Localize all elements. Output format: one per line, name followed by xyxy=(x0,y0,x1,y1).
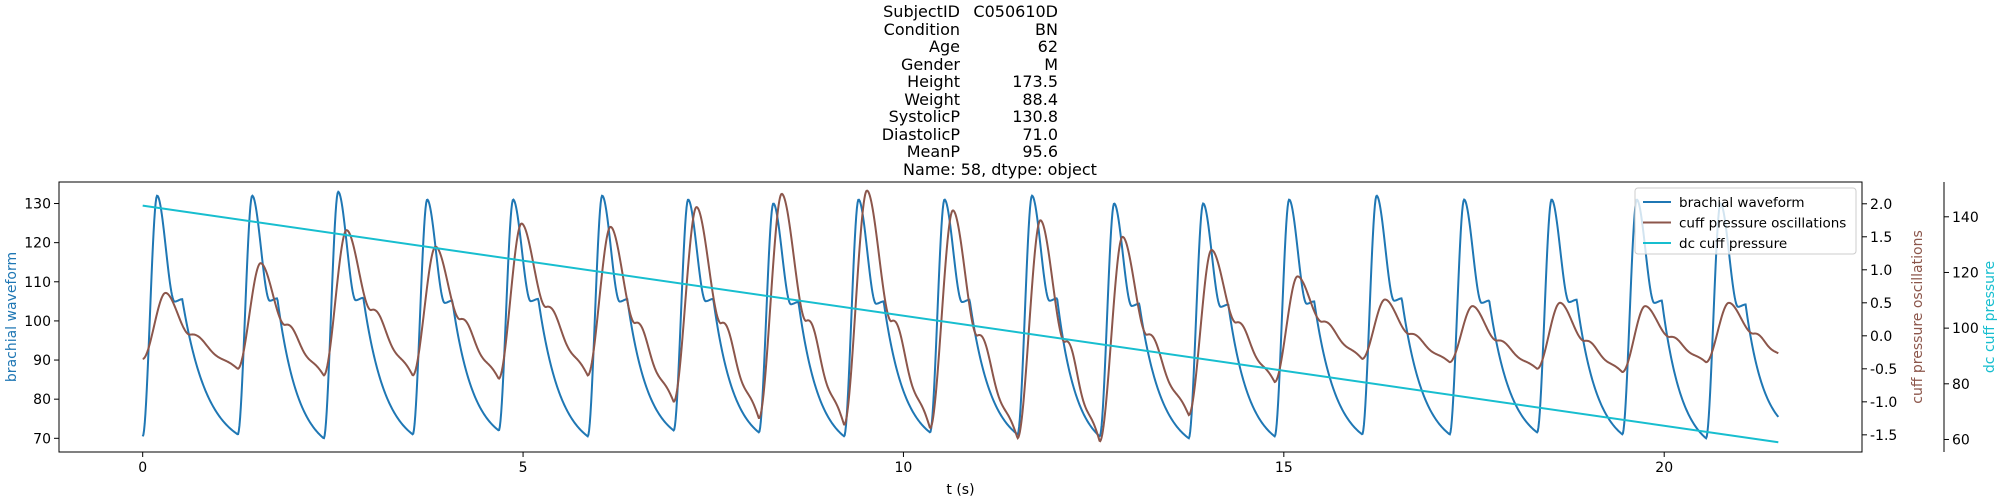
right-y-tick-label: -1.0 xyxy=(1870,395,1897,411)
title-key: SubjectID xyxy=(883,2,960,21)
right-y-tick-label: 1.5 xyxy=(1870,230,1892,246)
title-line: Weight 88.4 xyxy=(0,89,2000,109)
right-y-tick-label: 2.0 xyxy=(1870,197,1892,213)
outer-y-tick-label: 120 xyxy=(1952,265,1979,281)
title-line: MeanP 95.6 xyxy=(0,142,2000,161)
outer-y-axis-label: dc cuff pressure xyxy=(1982,261,1998,373)
left-y-tick-label: 100 xyxy=(24,314,51,330)
x-tick-label: 0 xyxy=(138,460,147,476)
title-line: SubjectID C050610D xyxy=(0,2,2000,21)
title-key: Weight xyxy=(904,89,960,109)
title-key: SystolicP xyxy=(888,107,960,126)
title-key: Height xyxy=(907,72,960,91)
title-key: MeanP xyxy=(906,142,960,161)
chart-title: SubjectID C050610D Condition BN Age 62 Gender M… xyxy=(0,0,2000,180)
x-tick-label: 5 xyxy=(519,460,528,476)
x-tick-label: 15 xyxy=(1275,460,1293,476)
title-value: 130.8 xyxy=(1012,107,1058,126)
x-axis-label: t (s) xyxy=(946,482,974,498)
title-value: M xyxy=(1044,54,1058,74)
title-value: 62 xyxy=(1037,37,1058,56)
title-value: 95.6 xyxy=(1022,142,1058,161)
title-footer: Name: 58, dtype: object xyxy=(903,159,1097,179)
title-line: DiastolicP 71.0 xyxy=(0,124,2000,144)
title-key: Age xyxy=(929,37,960,56)
right-y-tick-label: -0.5 xyxy=(1870,362,1897,378)
title-key: Gender xyxy=(901,54,960,74)
title-value: 88.4 xyxy=(1022,89,1058,109)
series-line-dc-cuff-pressure xyxy=(142,204,1779,444)
left-y-tick-label: 70 xyxy=(33,431,51,447)
title-value: 71.0 xyxy=(1022,124,1058,144)
right-y-tick-label: -1.5 xyxy=(1870,428,1897,444)
plot-area xyxy=(141,189,1780,444)
outer-y-tick-label: 80 xyxy=(1952,377,1970,393)
right-y-axis-label: cuff pressure oscillations xyxy=(1910,230,1926,404)
title-key: Condition xyxy=(883,19,960,39)
title-line: Condition BN xyxy=(0,19,2000,39)
legend-label: cuff pressure oscillations xyxy=(1679,216,1846,232)
legend: brachial waveform cuff pressure oscillati… xyxy=(1634,187,1857,255)
title-line: Height 173.5 xyxy=(0,72,2000,91)
left-y-tick-label: 80 xyxy=(33,392,51,408)
title-value: C050610D xyxy=(973,2,1058,21)
title-value: BN xyxy=(1035,19,1058,39)
legend-label: brachial waveform xyxy=(1679,195,1805,211)
right-y-tick-label: 1.0 xyxy=(1870,263,1892,279)
series-line-cuff-pressure-oscillations xyxy=(142,189,1779,443)
left-y-tick-label: 90 xyxy=(33,353,51,369)
plot-frame xyxy=(58,181,1863,453)
title-key: DiastolicP xyxy=(881,124,960,144)
outer-y-tick-label: 140 xyxy=(1952,210,1979,226)
outer-y-tick-label: 100 xyxy=(1952,321,1979,337)
right-y-tick-label: 0.5 xyxy=(1870,296,1892,312)
outer-y-tick-label: 60 xyxy=(1952,432,1970,448)
left-y-tick-label: 110 xyxy=(24,275,51,291)
x-tick-label: 10 xyxy=(895,460,913,476)
series-line-brachial-waveform xyxy=(141,190,1780,440)
x-tick-label: 20 xyxy=(1655,460,1673,476)
title-line: Age 62 xyxy=(0,37,2000,56)
left-y-axis-label: brachial waveform xyxy=(4,252,20,382)
title-line: SystolicP 130.8 xyxy=(0,107,2000,126)
right-y-tick-label: 0.0 xyxy=(1870,329,1892,345)
legend-box xyxy=(1634,187,1857,255)
title-line: Gender M xyxy=(0,54,2000,74)
left-y-tick-label: 120 xyxy=(24,236,51,252)
axes: 0 5 10 15 20 t (s) 70 80 90 100 110 120 130 brachial … xyxy=(4,181,1998,498)
legend-label: dc cuff pressure xyxy=(1679,236,1787,252)
left-y-tick-label: 130 xyxy=(24,197,51,213)
title-value: 173.5 xyxy=(1012,72,1058,91)
